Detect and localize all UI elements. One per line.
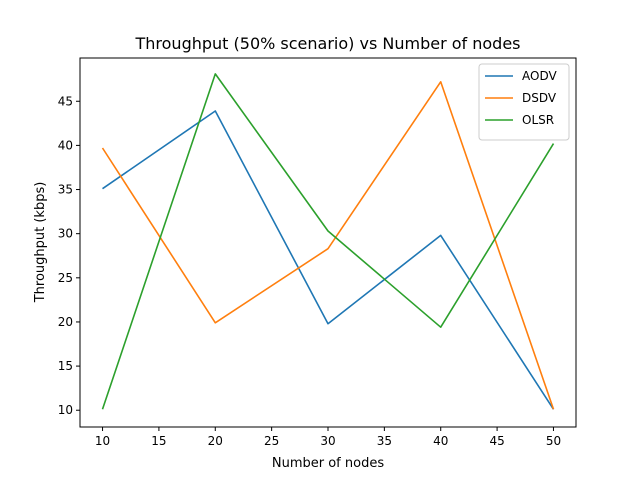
x-tick-label: 30 [320, 434, 335, 448]
legend-label-aodv: AODV [522, 69, 557, 83]
y-tick-label: 25 [58, 271, 73, 285]
y-tick-label: 15 [58, 359, 73, 373]
x-tick-label: 45 [489, 434, 504, 448]
legend-box [478, 63, 570, 141]
y-tick-label: 45 [58, 94, 73, 108]
y-axis-ticks: 10 15 20 25 30 35 40 45 [58, 94, 80, 417]
series-line-dsdv [101, 81, 555, 410]
plot-lines [101, 73, 555, 410]
legend: AODV DSDV OLSR [478, 63, 570, 141]
series-line-olsr [101, 73, 555, 410]
x-tick-label: 50 [546, 434, 561, 448]
y-tick-label: 40 [58, 138, 73, 152]
x-axis-ticks: 10 15 20 25 30 35 40 45 50 [95, 427, 561, 448]
y-tick-label: 35 [58, 183, 73, 197]
legend-label-dsdv: DSDV [522, 91, 557, 105]
x-axis-label: Number of nodes [272, 456, 384, 471]
y-axis-label: Throughput (kbps) [33, 182, 48, 304]
series-line-aodv [102, 110, 555, 410]
chart-title: Throughput (50% scenario) vs Number of n… [135, 34, 521, 53]
x-tick-label: 25 [264, 434, 279, 448]
x-tick-label: 20 [208, 434, 223, 448]
y-tick-label: 10 [58, 403, 73, 417]
x-tick-label: 35 [377, 434, 392, 448]
legend-label-olsr: OLSR [522, 113, 554, 127]
x-tick-label: 40 [433, 434, 448, 448]
y-tick-label: 30 [58, 227, 73, 241]
x-tick-label: 10 [95, 434, 110, 448]
x-tick-label: 15 [151, 434, 166, 448]
y-tick-label: 20 [58, 315, 73, 329]
